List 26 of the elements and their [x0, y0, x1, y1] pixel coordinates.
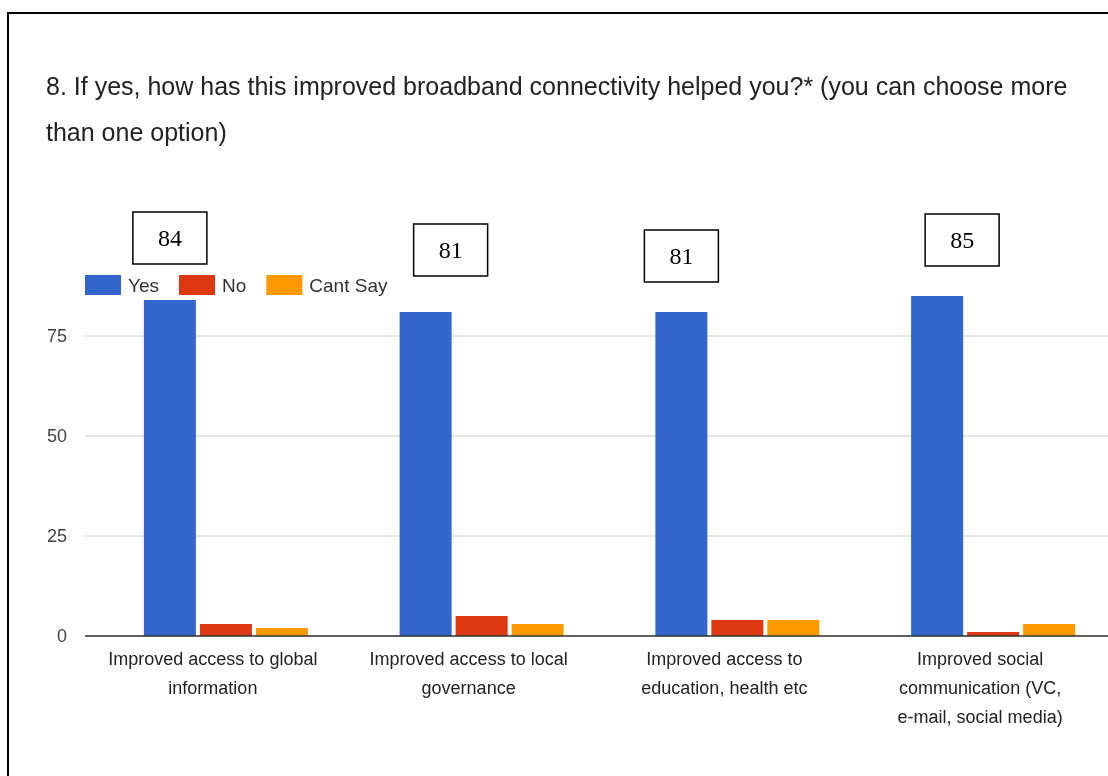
y-tick-label: 25	[46, 526, 67, 547]
y-tick-label: 0	[56, 626, 67, 647]
bar	[655, 312, 708, 636]
bar	[511, 624, 564, 636]
legend-label: Cant Say	[309, 275, 388, 296]
x-tick-label: Improved access to local governance	[369, 649, 568, 698]
data-label: 81	[438, 237, 463, 263]
bar	[767, 620, 820, 636]
bar	[1023, 624, 1076, 636]
bar	[911, 296, 964, 636]
x-tick-label: Improved social communication (VC, e-mail, social media)	[897, 649, 1063, 727]
x-tick-label: Improved access to education, health etc	[641, 649, 808, 698]
chart-title: 8. If yes, how has this improved broadband connectivity helped you?* (you can choose more than one option)	[46, 72, 1068, 146]
bar	[199, 624, 252, 636]
bar	[711, 620, 764, 636]
bar	[455, 616, 508, 636]
legend-label: No	[222, 275, 247, 296]
bar	[143, 300, 196, 636]
data-label: 84	[157, 225, 182, 251]
legend-label: Yes	[128, 275, 159, 296]
x-tick-label: Improved access to global information	[108, 649, 318, 698]
data-label: 81	[669, 243, 694, 269]
bar	[399, 312, 452, 636]
data-label: 85	[950, 227, 975, 253]
y-tick-label: 75	[46, 326, 67, 347]
y-tick-label: 50	[46, 426, 67, 447]
